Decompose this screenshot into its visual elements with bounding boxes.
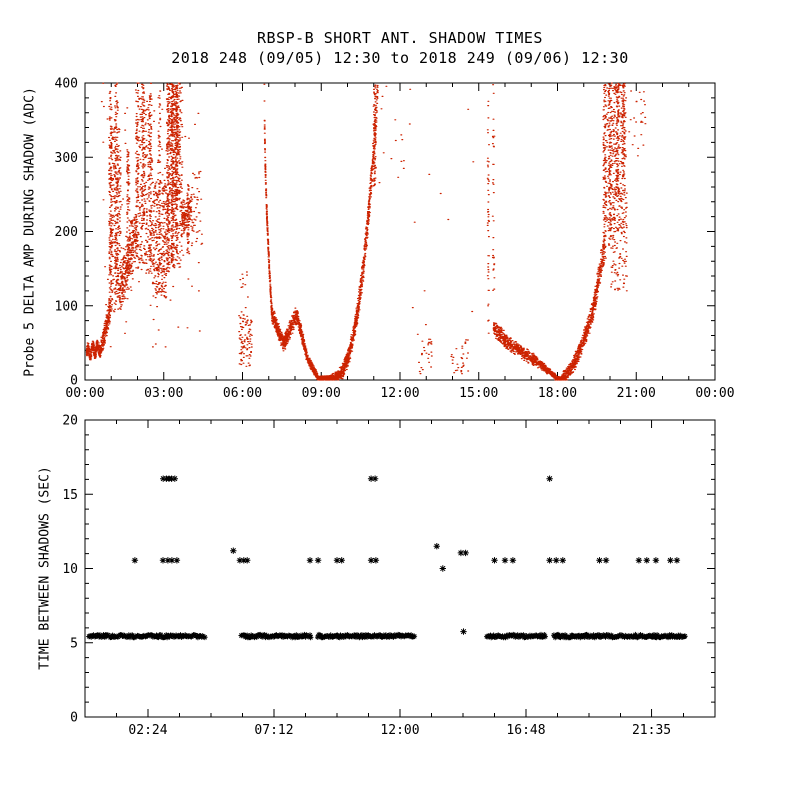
svg-text:400: 400 xyxy=(55,77,78,92)
svg-text:100: 100 xyxy=(55,299,78,314)
svg-text:0: 0 xyxy=(70,711,78,726)
svg-text:5: 5 xyxy=(70,636,78,651)
svg-text:07:12: 07:12 xyxy=(254,723,293,738)
svg-text:00:00: 00:00 xyxy=(65,386,104,401)
svg-text:15:00: 15:00 xyxy=(459,386,498,401)
svg-text:10: 10 xyxy=(62,562,78,577)
svg-text:02:24: 02:24 xyxy=(128,723,167,738)
svg-text:00:00: 00:00 xyxy=(695,386,734,401)
svg-text:300: 300 xyxy=(55,151,78,166)
svg-text:21:35: 21:35 xyxy=(632,723,671,738)
chart-title: RBSP-B SHORT ANT. SHADOW TIMES xyxy=(257,29,543,47)
svg-text:06:00: 06:00 xyxy=(223,386,262,401)
svg-text:03:00: 03:00 xyxy=(144,386,183,401)
svg-text:15: 15 xyxy=(62,488,78,503)
chart-subtitle: 2018 248 (09/05) 12:30 to 2018 249 (09/0… xyxy=(171,49,629,67)
svg-text:09:00: 09:00 xyxy=(302,386,341,401)
svg-text:200: 200 xyxy=(55,225,78,240)
svg-text:16:48: 16:48 xyxy=(506,723,545,738)
svg-text:12:00: 12:00 xyxy=(380,386,419,401)
svg-text:0: 0 xyxy=(70,374,78,389)
svg-text:21:00: 21:00 xyxy=(617,386,656,401)
svg-text:12:00: 12:00 xyxy=(380,723,419,738)
svg-text:18:00: 18:00 xyxy=(538,386,577,401)
svg-text:20: 20 xyxy=(62,414,78,429)
